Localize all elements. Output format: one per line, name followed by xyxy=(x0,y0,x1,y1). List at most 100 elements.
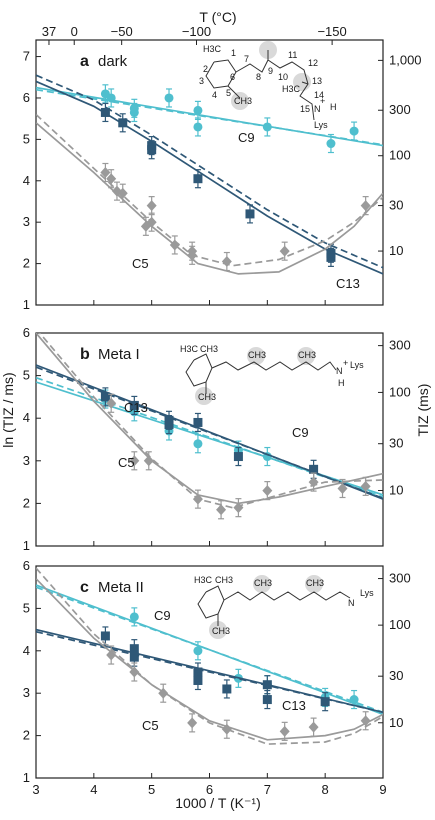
svg-text:6: 6 xyxy=(230,72,235,82)
svg-text:CH3: CH3 xyxy=(198,392,216,402)
point-C13 xyxy=(309,464,319,474)
molecule-a-chain xyxy=(235,59,315,121)
point-C13 xyxy=(129,400,139,410)
svg-text:N: N xyxy=(314,104,321,114)
panel-b-title: Meta I xyxy=(98,346,140,363)
right-tick-label: 30 xyxy=(389,436,403,451)
svg-text:Lys: Lys xyxy=(360,588,374,598)
point-C13 xyxy=(147,145,157,155)
point-C5 xyxy=(221,256,232,268)
fit-dashed-C5 xyxy=(38,333,383,509)
panel-a-letter: a xyxy=(80,53,89,70)
panel-b-meta-i: b Meta I 1 2 3 4 5 6 300 100 30 10 C9 C13 C5 H3C … xyxy=(23,325,411,553)
panel-a-label-C9: C9 xyxy=(238,130,255,145)
point-C13 xyxy=(100,392,110,402)
y-tick-label: 1 xyxy=(23,538,30,553)
svg-text:CH3: CH3 xyxy=(212,626,230,636)
point-C13 xyxy=(100,631,110,641)
molecule-a-highlight-5 xyxy=(231,92,249,110)
molecule-c-labels: H3C CH3 CH3 CH3 CH3 N Lys xyxy=(194,575,374,636)
panel-c-label-C9: C9 xyxy=(154,608,171,623)
svg-text:1: 1 xyxy=(231,48,236,58)
point-C13 xyxy=(262,680,272,690)
svg-text:Lys: Lys xyxy=(350,360,364,370)
y-tick-label: 1 xyxy=(23,770,30,785)
point-C5 xyxy=(187,717,198,729)
svg-text:CH3: CH3 xyxy=(254,578,272,588)
right-tick-label: 10 xyxy=(389,243,403,258)
y-tick-label: 2 xyxy=(23,495,30,510)
right-tick-label: 300 xyxy=(389,571,411,586)
panel-a-label-C13: C13 xyxy=(336,276,360,291)
x-tick-label: 9 xyxy=(379,782,386,797)
point-C5 xyxy=(129,666,140,678)
top-tick-label: 37 xyxy=(42,24,56,39)
svg-text:7: 7 xyxy=(244,54,249,64)
point-C9 xyxy=(193,439,203,449)
point-C5 xyxy=(100,167,111,178)
point-C9 xyxy=(326,139,336,149)
panel-a-label-C5: C5 xyxy=(132,256,149,271)
svg-text:H3C: H3C xyxy=(203,44,222,54)
fit-solid-C9 xyxy=(36,584,383,716)
right-tick-label: 300 xyxy=(389,102,411,117)
point-C13 xyxy=(193,417,203,427)
svg-text:CH3: CH3 xyxy=(234,96,252,106)
svg-text:9: 9 xyxy=(268,66,273,76)
point-C5 xyxy=(262,485,273,497)
point-C13 xyxy=(100,107,110,117)
molecule-b-labels: H3C CH3 CH3 CH3 CH3 N Lys H + xyxy=(180,344,364,402)
plot-area xyxy=(36,74,383,275)
svg-text:H: H xyxy=(338,378,345,388)
y-tick-label: 4 xyxy=(23,643,30,658)
fit-dashed-C9 xyxy=(36,586,383,714)
point-C13 xyxy=(326,248,336,258)
svg-text:12: 12 xyxy=(308,58,318,68)
point-C5 xyxy=(146,216,157,228)
point-C13 xyxy=(262,695,272,705)
y-tick-label: 2 xyxy=(23,256,30,271)
point-C9 xyxy=(129,612,139,622)
svg-text:+: + xyxy=(343,358,348,368)
right-axis-label: TIZ (ms) xyxy=(415,384,431,437)
panel-c-plot: 1 2 3 4 5 6 300 100 30 10 xyxy=(23,558,411,785)
point-C13 xyxy=(245,209,255,219)
plot-area xyxy=(36,567,383,745)
top-tick-label: 0 xyxy=(71,24,78,39)
y-tick-label: 5 xyxy=(23,368,30,383)
point-C5 xyxy=(279,245,290,257)
y-tick-label: 5 xyxy=(23,600,30,615)
panel-c-title: Meta II xyxy=(98,579,144,596)
molecule-a xyxy=(205,41,315,121)
point-C5 xyxy=(187,245,198,257)
svg-text:+: + xyxy=(320,96,325,106)
fit-solid-C5 xyxy=(36,333,383,505)
y-tick-label: 6 xyxy=(23,325,30,340)
svg-text:14: 14 xyxy=(314,90,324,100)
point-C5 xyxy=(308,476,319,488)
x-tick-label: 3 xyxy=(32,782,39,797)
top-axis-ticks: 37 0 −50 −100 −150 xyxy=(42,24,347,45)
y-tick-label: 7 xyxy=(23,49,30,64)
molecule-a-labels: H3C 1 2 3 4 5 6 7 8 9 10 11 12 13 14 15 … xyxy=(199,44,337,130)
point-C5 xyxy=(146,200,157,212)
point-C13 xyxy=(129,652,139,662)
point-C9 xyxy=(349,126,359,136)
plot-area xyxy=(36,333,383,520)
panel-c-label-C5: C5 xyxy=(142,718,159,733)
y-tick-label: 4 xyxy=(23,410,30,425)
left-axis-label: ln (TIZ / ms) xyxy=(0,372,16,447)
top-tick-label: −50 xyxy=(111,24,133,39)
point-C5 xyxy=(169,239,180,251)
top-tick-label: −100 xyxy=(182,24,211,39)
panel-b-label-C5: C5 xyxy=(118,455,135,470)
point-C9 xyxy=(349,695,359,705)
right-tick-label: 30 xyxy=(389,668,403,683)
panel-c-label-C13: C13 xyxy=(282,698,306,713)
svg-text:3: 3 xyxy=(199,76,204,86)
svg-text:H3C: H3C xyxy=(282,84,301,94)
point-C5 xyxy=(308,721,319,733)
svg-text:N: N xyxy=(348,598,355,608)
svg-text:CH3: CH3 xyxy=(298,350,316,360)
